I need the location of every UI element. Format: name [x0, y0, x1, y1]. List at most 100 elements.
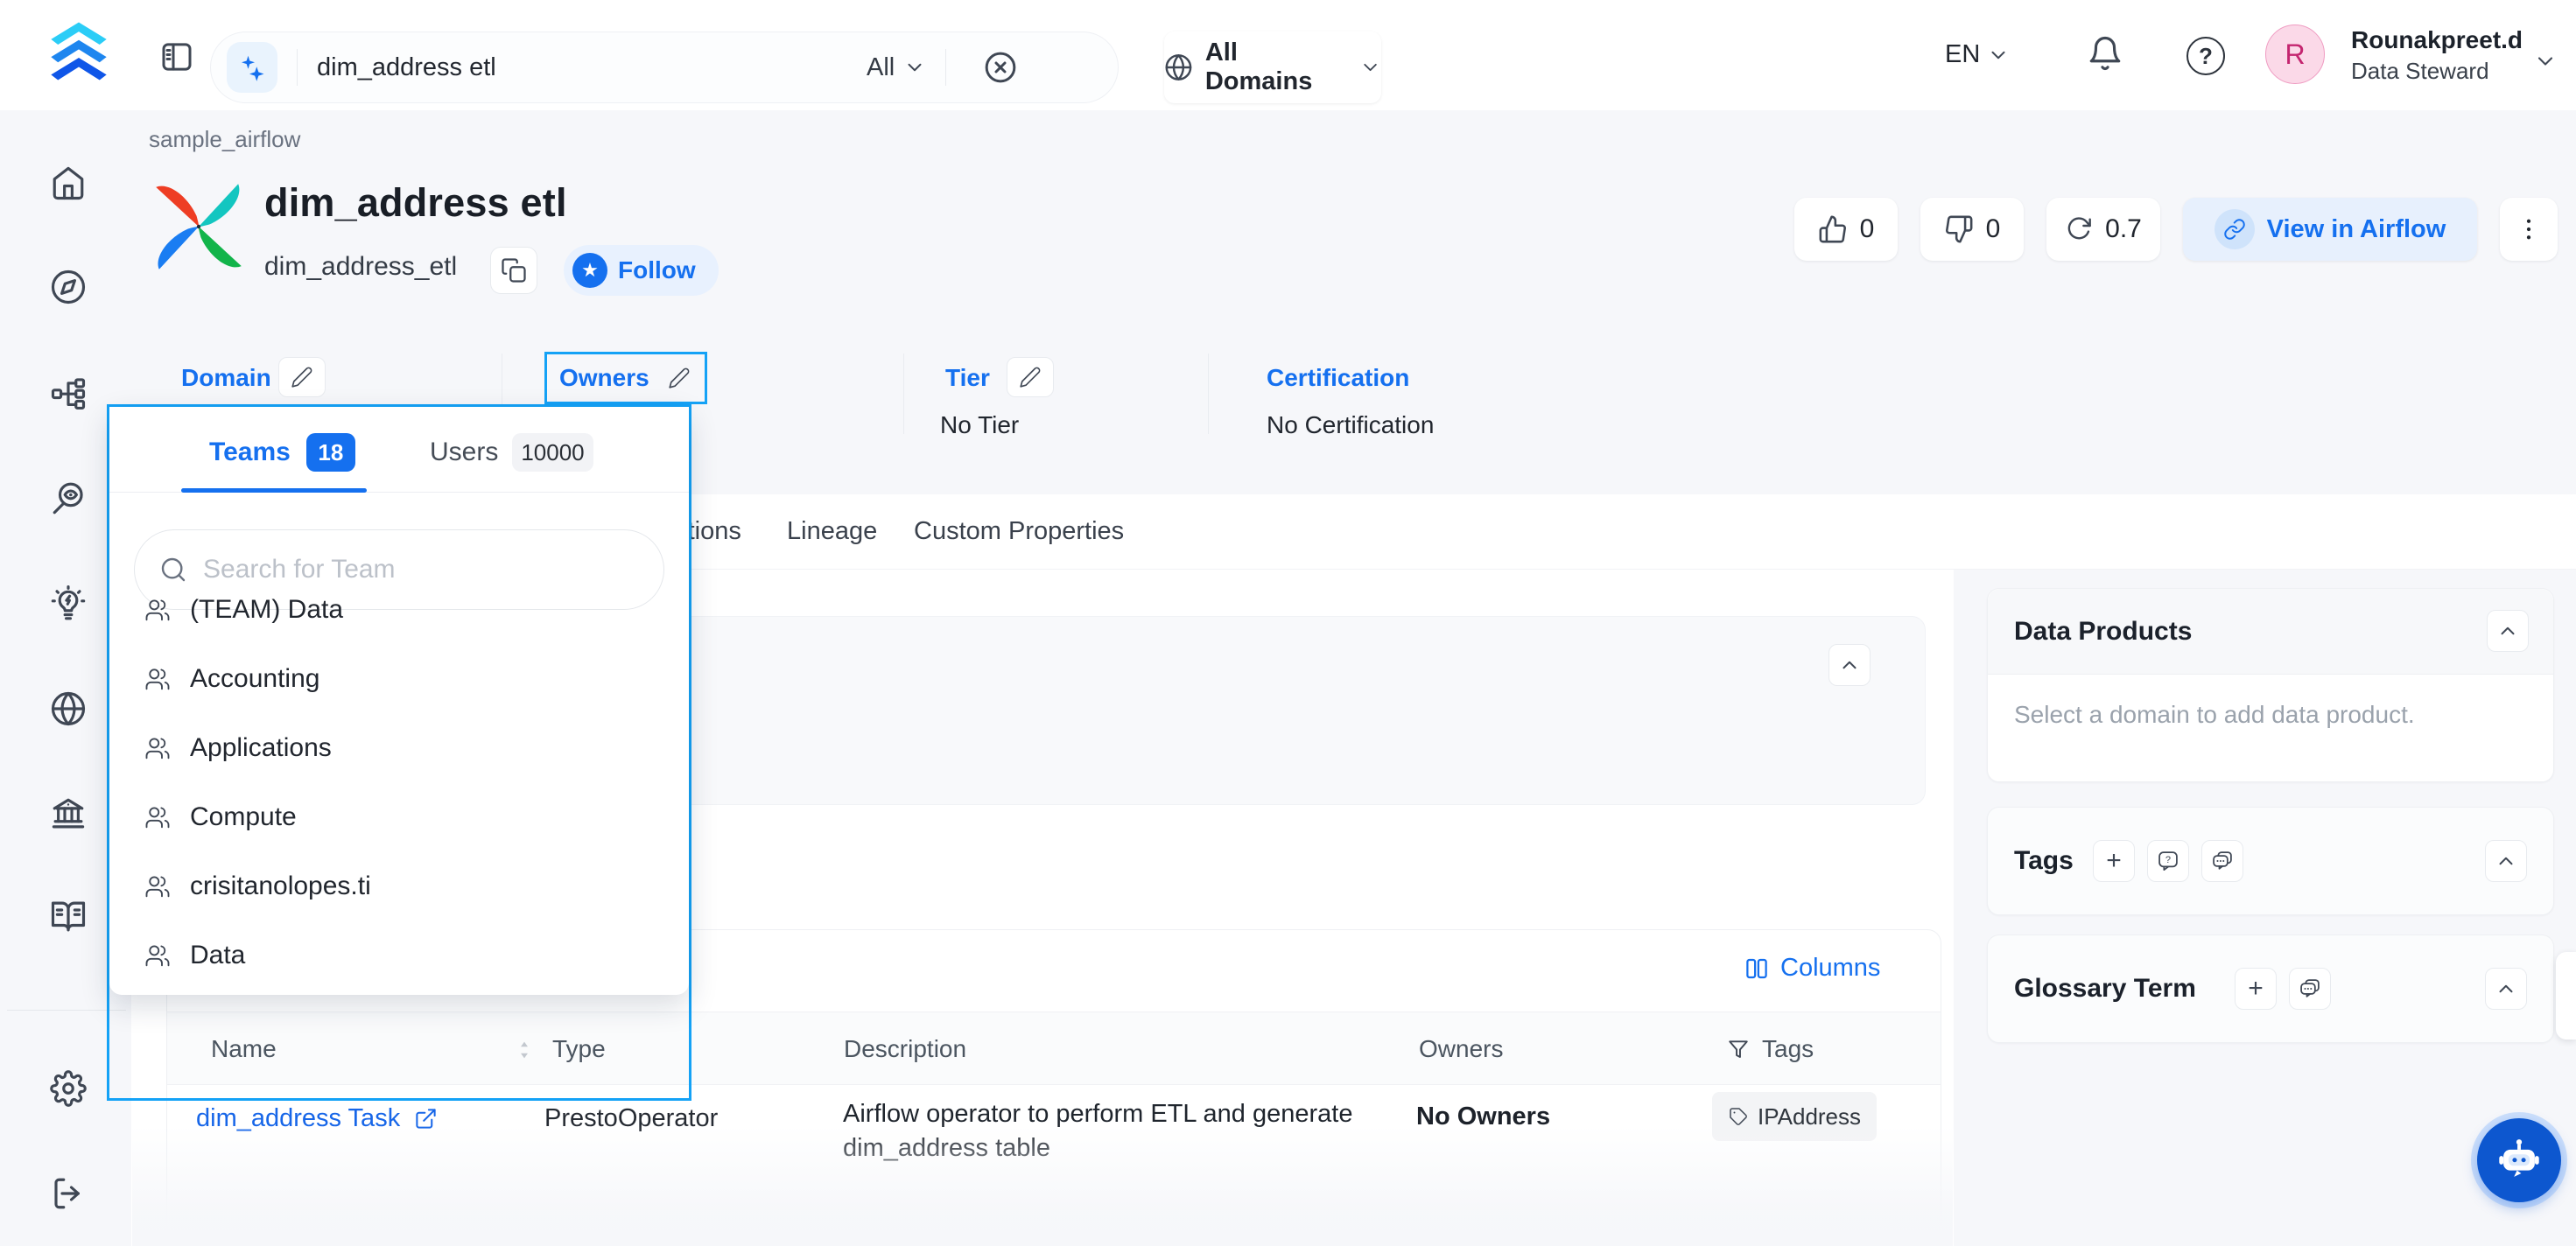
- glossary-term-title: Glossary Term: [2014, 974, 2196, 1003]
- domain-label[interactable]: Domain: [181, 364, 271, 391]
- follow-button[interactable]: ★ Follow: [564, 245, 719, 296]
- app-logo-icon[interactable]: [39, 19, 119, 96]
- column-header-tags[interactable]: Tags: [1762, 1035, 1814, 1062]
- sidebar-item-data-assets[interactable]: [49, 374, 88, 413]
- domain-filter-dropdown[interactable]: All Domains: [1164, 32, 1381, 103]
- certification-label[interactable]: Certification: [1267, 364, 1410, 391]
- score-button[interactable]: 0.7: [2046, 198, 2160, 261]
- team-group-icon: [144, 804, 171, 830]
- sidebar-divider: [7, 1010, 126, 1011]
- downvote-button[interactable]: 0: [1920, 198, 2024, 261]
- edit-owners-button[interactable]: [662, 358, 697, 398]
- team-option-label: crisitanolopes.ti: [190, 871, 371, 900]
- tab-custom-properties[interactable]: Custom Properties: [914, 517, 1125, 545]
- search-scope-label: All: [867, 52, 895, 81]
- collapse-data-products-button[interactable]: [2487, 610, 2529, 652]
- tags-conversation-button[interactable]: [2201, 840, 2243, 882]
- user-avatar[interactable]: R: [2265, 24, 2325, 84]
- score-value: 0.7: [2105, 214, 2142, 243]
- sidebar-item-observability[interactable]: [49, 480, 88, 518]
- globe-icon: [1164, 52, 1193, 82]
- sidebar-item-glossary[interactable]: [49, 897, 88, 935]
- collapse-tags-button[interactable]: [2485, 840, 2527, 882]
- sparkle-icon: [242, 55, 264, 81]
- data-products-title: Data Products: [2014, 617, 2193, 646]
- request-tags-button[interactable]: [2147, 840, 2189, 882]
- team-option[interactable]: crisitanolopes.ti: [109, 851, 689, 920]
- search-clear-button[interactable]: [983, 50, 1018, 85]
- info-divider: [1208, 354, 1209, 434]
- downvote-count: 0: [1985, 214, 2001, 243]
- glossary-conversation-button[interactable]: [2289, 968, 2331, 1010]
- question-bubble-icon: [2156, 849, 2180, 873]
- columns-button[interactable]: Columns: [1744, 954, 1880, 983]
- column-header-owners[interactable]: Owners: [1419, 1035, 1504, 1062]
- sidebar-item-home[interactable]: [49, 164, 88, 202]
- tier-value: No Tier: [940, 411, 1020, 438]
- collapse-description-button[interactable]: [1828, 644, 1871, 686]
- govern-bank-icon: [50, 795, 87, 832]
- team-option-label: Compute: [190, 802, 297, 831]
- sidebar-item-domains[interactable]: [49, 690, 88, 728]
- chevron-down-icon: [903, 56, 926, 79]
- global-search-bar[interactable]: All: [210, 32, 1119, 103]
- sidebar-item-insights[interactable]: [49, 584, 88, 623]
- columns-icon: [1746, 958, 1767, 978]
- data-flow-icon: [50, 375, 87, 412]
- task-name-link[interactable]: dim_address Task: [196, 1104, 438, 1133]
- column-header-type[interactable]: Type: [552, 1035, 606, 1062]
- breadcrumb[interactable]: sample_airflow: [149, 126, 301, 152]
- copy-fqn-button[interactable]: [490, 247, 537, 294]
- collapse-glossary-button[interactable]: [2485, 968, 2527, 1010]
- sidebar-item-logout[interactable]: [49, 1174, 88, 1213]
- team-option[interactable]: Accounting: [109, 644, 689, 713]
- upvote-button[interactable]: 0: [1794, 198, 1898, 261]
- team-option[interactable]: Applications: [109, 713, 689, 782]
- glossary-term-card: Glossary Term +: [1987, 934, 2554, 1043]
- add-tag-button[interactable]: +: [2093, 840, 2135, 882]
- search-scope-dropdown[interactable]: All: [867, 53, 926, 82]
- user-name: Rounakpreet.d: [2351, 26, 2523, 53]
- observability-lens-icon: [50, 480, 87, 517]
- search-input[interactable]: [317, 52, 860, 82]
- team-search-input[interactable]: [203, 555, 623, 584]
- tab-teams[interactable]: Teams 18: [209, 433, 355, 472]
- column-header-name[interactable]: Name: [211, 1035, 277, 1062]
- sidebar-item-explore[interactable]: [49, 268, 88, 306]
- sidebar-item-settings[interactable]: [49, 1069, 88, 1108]
- settings-gear-icon: [50, 1070, 87, 1107]
- user-menu-button[interactable]: [2533, 49, 2558, 74]
- task-tag-chip[interactable]: IPAddress: [1712, 1092, 1878, 1141]
- team-search-box[interactable]: [134, 529, 664, 610]
- team-option[interactable]: (TEAM) Data: [109, 575, 689, 644]
- page-title: dim_address etl: [264, 180, 567, 225]
- add-glossary-term-button[interactable]: +: [2235, 968, 2277, 1010]
- team-option[interactable]: Data: [109, 920, 689, 990]
- data-products-header: Data Products: [1988, 589, 2553, 675]
- owners-label[interactable]: Owners: [559, 364, 649, 391]
- ai-search-tile[interactable]: [227, 42, 277, 93]
- view-in-airflow-button[interactable]: View in Airflow: [2183, 198, 2477, 261]
- tier-label[interactable]: Tier: [945, 364, 990, 391]
- edit-tier-button[interactable]: [1007, 357, 1054, 397]
- help-button[interactable]: ?: [2186, 37, 2225, 75]
- tab-lineage[interactable]: Lineage: [787, 517, 878, 545]
- filter-funnel-icon[interactable]: [1727, 1038, 1750, 1060]
- edit-domain-button[interactable]: [278, 357, 326, 397]
- top-navbar: All All Domains EN ? R Rounakpreet.d Dat…: [0, 0, 2576, 110]
- more-actions-button[interactable]: [2500, 198, 2558, 261]
- data-products-card: Data Products Select a domain to add dat…: [1987, 588, 2554, 782]
- notifications-button[interactable]: [2087, 35, 2123, 72]
- chat-assistant-button[interactable]: [2477, 1118, 2561, 1202]
- language-selector[interactable]: EN: [1945, 40, 2010, 69]
- airflow-logo-icon: [156, 184, 242, 270]
- sidebar-item-govern[interactable]: [49, 794, 88, 833]
- team-option[interactable]: Compute: [109, 782, 689, 851]
- team-option-label: Data: [190, 940, 246, 970]
- tab-users[interactable]: Users 10000: [430, 433, 593, 472]
- sort-icon[interactable]: [511, 1037, 537, 1063]
- sidebar-toggle-button[interactable]: [154, 35, 200, 79]
- peek-card-edge: [2556, 952, 2576, 1040]
- glossary-book-icon: [50, 898, 87, 934]
- column-header-description[interactable]: Description: [844, 1035, 967, 1062]
